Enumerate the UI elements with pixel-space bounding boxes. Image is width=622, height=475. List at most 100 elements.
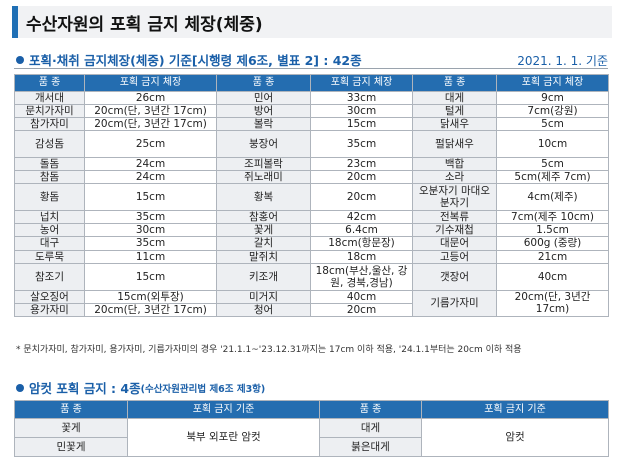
species-cell: 대구 <box>14 236 85 251</box>
species-cell: 볼락 <box>216 117 311 132</box>
col-header-rule: 포획 금지 기준 <box>127 400 320 419</box>
species-cell: 참가자미 <box>14 117 85 132</box>
table-row: 문치가자미 20cm(단, 3년간 17cm) 방어 30cm 털게 7cm(강원) <box>14 104 609 119</box>
species-cell: 갈치 <box>216 236 311 251</box>
species-cell: 살오징어 <box>14 289 85 304</box>
table-row: 돌돔 24cm 조피볼락 23cm 백합 5cm <box>14 157 609 172</box>
limit-cell: 26cm <box>84 90 217 106</box>
species-cell: 백합 <box>412 157 497 172</box>
limit-cell: 9cm <box>496 90 609 106</box>
species-cell: 참돔 <box>14 170 85 185</box>
limit-cell: 20cm(단, 3년간 17cm) <box>496 289 609 317</box>
section2-heading: 암컷 포획 금지 : 4종 (수산자원관리법 제6조 제3항) <box>16 378 265 397</box>
limit-cell: 6.4cm <box>310 223 413 238</box>
limit-cell: 25cm <box>84 130 217 159</box>
table-row: 살오징어 15cm(외투장) 미거지 40cm 기름가자미 20cm(단, 3년간 17c… <box>14 289 609 317</box>
size-limit-table: 품 종 포획 금지 체장 품 종 포획 금지 체장 품 종 포획 금지 체장 개… <box>14 74 609 317</box>
limit-cell: 20cm <box>310 170 413 185</box>
col-header-species: 품 종 <box>319 400 422 419</box>
limit-cell: 5cm <box>496 157 609 172</box>
species-cell: 말쥐치 <box>216 249 311 264</box>
species-cell: 닭새우 <box>412 117 497 132</box>
table-row: 감성돔 25cm 붕장어 35cm 펄닭새우 10cm <box>14 130 609 159</box>
species-cell: 기수재첩 <box>412 223 497 238</box>
limit-cell: 30cm <box>310 104 413 119</box>
col-header-species: 품 종 <box>216 74 311 92</box>
species-cell: 고등어 <box>412 249 497 264</box>
species-cell: 갯장어 <box>412 262 497 291</box>
limit-cell: 42cm <box>310 210 413 225</box>
limit-cell: 10cm <box>496 130 609 159</box>
col-header-species: 품 종 <box>14 74 85 92</box>
col-header-limit: 포획 금지 체장 <box>310 74 413 92</box>
limit-cell: 7cm(제주 10cm) <box>496 210 609 225</box>
limit-cell: 20cm(단, 3년간 17cm) <box>84 302 217 317</box>
species-cell: 민꽃게 <box>14 437 128 457</box>
limit-cell: 24cm <box>84 157 217 172</box>
limit-cell: 35cm <box>310 130 413 159</box>
table-row: 참조기 15cm 키조개 18cm(부산,울산, 강원, 경북,경남) 갯장어 40cm <box>14 262 609 291</box>
species-cell: 문치가자미 <box>14 104 85 119</box>
species-cell: 펄닭새우 <box>412 130 497 159</box>
col-header-species: 품 종 <box>412 74 497 92</box>
limit-cell: 35cm <box>84 236 217 251</box>
limit-cell: 40cm <box>310 289 413 304</box>
species-cell: 농어 <box>14 223 85 238</box>
species-cell: 미거지 <box>216 289 311 304</box>
limit-cell: 7cm(강원) <box>496 104 609 119</box>
table-row: 농어 30cm 꽃게 6.4cm 기수재첩 1.5cm <box>14 223 609 238</box>
species-cell: 참조기 <box>14 262 85 291</box>
species-cell: 황돔 <box>14 183 85 212</box>
section1-divider <box>14 68 608 69</box>
species-cell: 참홍어 <box>216 210 311 225</box>
limit-cell: 20cm <box>310 183 413 212</box>
section2-heading-text: 암컷 포획 금지 : 4종 <box>29 381 141 396</box>
table-row: 민꽃게 붉은대게 <box>14 437 609 457</box>
species-cell: 넙치 <box>14 210 85 225</box>
species-cell: 청어 <box>216 302 311 317</box>
limit-cell: 18cm(부산,울산, 강원, 경북,경남) <box>310 262 413 291</box>
female-table-header-row: 품 종 포획 금지 기준 품 종 포획 금지 기준 <box>14 400 609 419</box>
reference-date: 2021. 1. 1. 기준 <box>517 54 608 68</box>
species-cell: 대게 <box>412 90 497 106</box>
rule-cell: 암컷 <box>421 418 609 457</box>
species-cell: 돌돔 <box>14 157 85 172</box>
footnote: * 문치가자미, 참가자미, 용가자미, 기름가자미의 경우 '21.1.1~'… <box>16 345 522 355</box>
species-cell: 쥐노래미 <box>216 170 311 185</box>
limit-cell: 20cm <box>310 302 413 317</box>
limit-cell: 35cm <box>84 210 217 225</box>
species-cell: 감성돔 <box>14 130 85 159</box>
limit-cell: 18cm(항문장) <box>310 236 413 251</box>
table-row: 개서대 26cm 민어 33cm 대게 9cm <box>14 90 609 106</box>
limit-cell: 15cm <box>84 262 217 291</box>
species-cell: 붉은대게 <box>319 437 422 457</box>
bullet-icon <box>16 383 24 392</box>
limit-cell: 5cm(제주 7cm) <box>496 170 609 185</box>
col-header-limit: 포획 금지 체장 <box>84 74 217 92</box>
table-row: 황돔 15cm 황복 20cm 오분자기 마대오분자기 4cm(제주) <box>14 183 609 212</box>
species-cell: 민어 <box>216 90 311 106</box>
limit-cell: 20cm(단, 3년간 17cm) <box>84 104 217 119</box>
table-row: 꽃게 북부 외포란 암컷 대게 암컷 <box>14 418 609 457</box>
table-row: 대구 35cm 갈치 18cm(항문장) 대문어 600g (중량) <box>14 236 609 251</box>
species-cell: 개서대 <box>14 90 85 106</box>
table-row: 용가자미 20cm(단, 3년간 17cm) 청어 20cm <box>14 302 609 317</box>
limit-cell: 15cm <box>310 117 413 132</box>
limit-cell: 5cm <box>496 117 609 132</box>
rule-cell: 북부 외포란 암컷 <box>127 418 320 457</box>
limit-cell: 1.5cm <box>496 223 609 238</box>
species-cell: 꽃게 <box>14 418 128 438</box>
size-table-header-row: 품 종 포획 금지 체장 품 종 포획 금지 체장 품 종 포획 금지 체장 <box>14 74 609 92</box>
table-row: 도루묵 11cm 말쥐치 18cm 고등어 21cm <box>14 249 609 264</box>
species-cell: 꽃게 <box>216 223 311 238</box>
species-cell: 대게 <box>319 418 422 438</box>
limit-cell: 23cm <box>310 157 413 172</box>
species-cell: 기름가자미 <box>412 289 497 317</box>
species-cell: 붕장어 <box>216 130 311 159</box>
species-cell: 황복 <box>216 183 311 212</box>
female-ban-table: 품 종 포획 금지 기준 품 종 포획 금지 기준 꽃게 북부 외포란 암컷 대… <box>14 400 609 457</box>
table-row: 넙치 35cm 참홍어 42cm 전복류 7cm(제주 10cm) <box>14 210 609 225</box>
limit-cell: 15cm <box>84 183 217 212</box>
species-cell: 오분자기 마대오분자기 <box>412 183 497 212</box>
species-cell: 도루묵 <box>14 249 85 264</box>
